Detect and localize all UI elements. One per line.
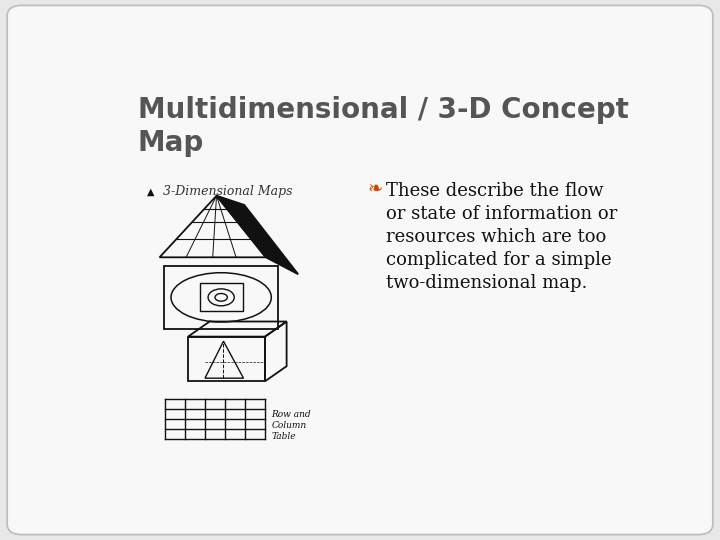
Bar <box>164 266 278 329</box>
Text: Row and
Column
Table: Row and Column Table <box>271 410 311 441</box>
Text: Multidimensional / 3-D Concept
Map: Multidimensional / 3-D Concept Map <box>138 96 629 157</box>
Text: ❧: ❧ <box>367 180 382 198</box>
Text: complicated for a simple: complicated for a simple <box>386 251 611 269</box>
Polygon shape <box>217 195 298 274</box>
Text: These describe the flow: These describe the flow <box>386 182 603 200</box>
Text: 3-Dimensional Maps: 3-Dimensional Maps <box>163 185 292 198</box>
Bar <box>199 284 243 311</box>
Text: resources which are too: resources which are too <box>386 228 606 246</box>
Bar <box>188 336 265 381</box>
Text: two-dimensional map.: two-dimensional map. <box>386 274 588 292</box>
Text: or state of information or: or state of information or <box>386 205 617 223</box>
Text: ▲: ▲ <box>148 187 155 197</box>
